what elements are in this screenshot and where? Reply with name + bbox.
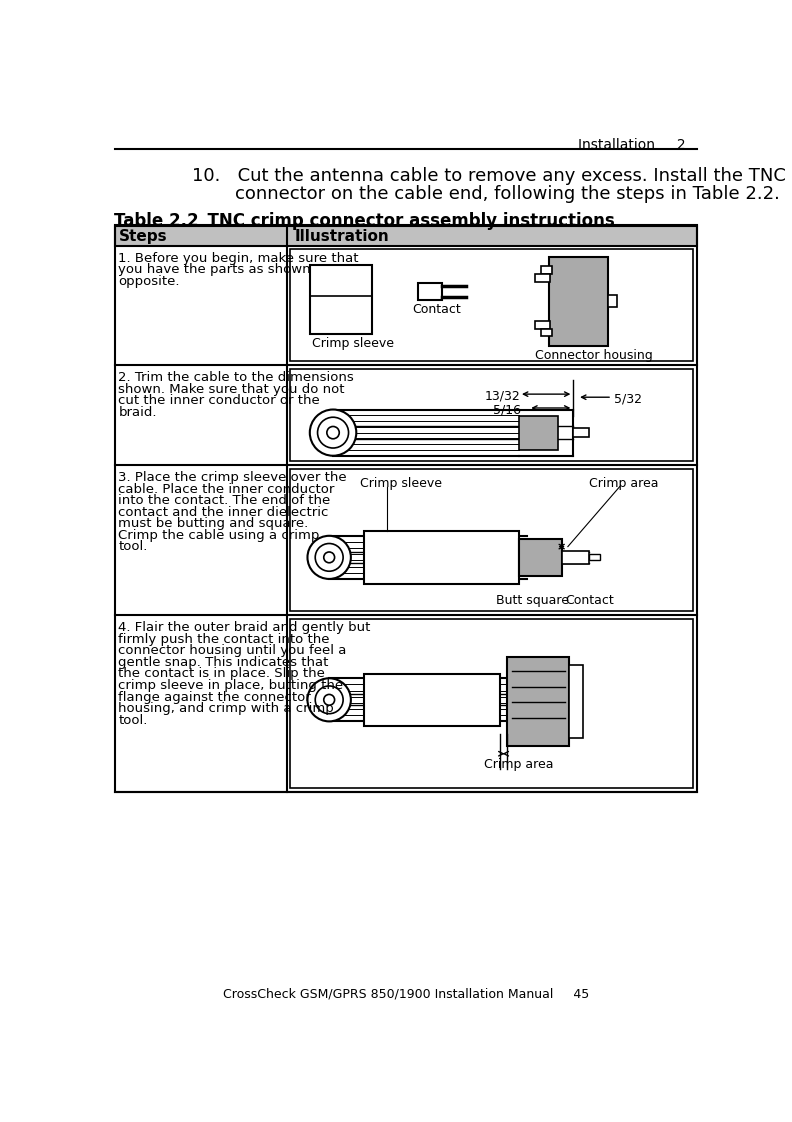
Bar — [291, 469, 694, 611]
Text: crimp sleeve in place, butting the: crimp sleeve in place, butting the — [118, 679, 344, 692]
Text: contact and the inner dielectric: contact and the inner dielectric — [118, 506, 329, 518]
Bar — [541, 266, 551, 274]
Circle shape — [307, 679, 351, 721]
Text: Contact: Contact — [412, 303, 461, 316]
Bar — [291, 369, 694, 461]
Text: Crimp area: Crimp area — [588, 477, 658, 489]
Bar — [535, 274, 550, 282]
Bar — [291, 619, 694, 789]
Text: 10.   Cut the antenna cable to remove any excess. Install the TNC: 10. Cut the antenna cable to remove any … — [192, 167, 786, 185]
Text: shown. Make sure that you do not: shown. Make sure that you do not — [118, 383, 345, 396]
Circle shape — [324, 552, 334, 563]
Text: Connector housing: Connector housing — [535, 349, 653, 361]
Text: Illustration: Illustration — [295, 229, 389, 245]
Bar — [364, 531, 519, 583]
Text: the contact is in place. Slip the: the contact is in place. Slip the — [118, 668, 326, 680]
Text: Steps: Steps — [119, 229, 168, 245]
Text: Crimp area: Crimp area — [484, 758, 554, 771]
Text: tool.: tool. — [118, 714, 148, 727]
Text: Crimp the cable using a crimp: Crimp the cable using a crimp — [118, 528, 320, 542]
Bar — [519, 539, 562, 576]
Circle shape — [307, 536, 351, 579]
Text: CrossCheck GSM/GPRS 850/1900 Installation Manual     45: CrossCheck GSM/GPRS 850/1900 Installatio… — [223, 987, 589, 1001]
Bar — [588, 554, 600, 561]
Text: 4. Flair the outer braid and gently but: 4. Flair the outer braid and gently but — [118, 622, 371, 634]
Text: 5/16: 5/16 — [493, 403, 521, 416]
Text: 13/32: 13/32 — [484, 389, 520, 402]
Bar — [519, 415, 558, 450]
Text: 3. Place the crimp sleeve over the: 3. Place the crimp sleeve over the — [118, 471, 347, 484]
Bar — [535, 321, 550, 329]
Text: you have the parts as shown: you have the parts as shown — [118, 264, 311, 276]
Text: 5/32: 5/32 — [614, 393, 642, 405]
Bar — [508, 657, 569, 746]
Bar — [569, 665, 584, 738]
Text: 2. Trim the cable to the dimensions: 2. Trim the cable to the dimensions — [118, 371, 354, 384]
Bar — [608, 295, 618, 307]
Text: Installation     2: Installation 2 — [578, 138, 686, 153]
Bar — [364, 673, 500, 726]
Bar — [418, 283, 442, 301]
Circle shape — [310, 410, 356, 456]
Text: Contact: Contact — [565, 594, 615, 607]
Text: flange against the connector: flange against the connector — [118, 690, 311, 703]
Circle shape — [315, 543, 343, 571]
Bar — [541, 329, 551, 337]
Text: connector housing until you feel a: connector housing until you feel a — [118, 644, 347, 657]
Text: cable. Place the inner conductor: cable. Place the inner conductor — [118, 482, 335, 496]
Text: Butt square: Butt square — [496, 594, 569, 607]
Text: housing, and crimp with a crimp: housing, and crimp with a crimp — [118, 702, 334, 715]
Bar — [562, 551, 588, 563]
Text: opposite.: opposite. — [118, 275, 180, 287]
Text: into the contact. The end of the: into the contact. The end of the — [118, 494, 330, 507]
Text: cut the inner conductor or the: cut the inner conductor or the — [118, 394, 320, 407]
Text: Crimp sleeve: Crimp sleeve — [360, 477, 442, 489]
Circle shape — [324, 695, 334, 706]
Bar — [115, 226, 697, 246]
Circle shape — [327, 426, 339, 439]
Text: 1. Before you begin, make sure that: 1. Before you begin, make sure that — [118, 251, 359, 265]
Bar — [291, 249, 694, 361]
Text: TNC crimp connector assembly instructions: TNC crimp connector assembly instruction… — [173, 212, 615, 230]
Text: firmly push the contact into the: firmly push the contact into the — [118, 633, 330, 646]
Text: must be butting and square.: must be butting and square. — [118, 517, 309, 531]
Text: gentle snap. This indicates that: gentle snap. This indicates that — [118, 656, 329, 669]
Text: connector on the cable end, following the steps in Table 2.2.: connector on the cable end, following th… — [234, 185, 779, 203]
Bar — [549, 257, 608, 346]
Bar — [573, 427, 588, 438]
Bar — [115, 226, 697, 792]
Text: braid.: braid. — [118, 406, 157, 419]
Circle shape — [315, 686, 343, 714]
Circle shape — [318, 417, 348, 448]
Text: Table 2.2: Table 2.2 — [115, 212, 199, 230]
Text: tool.: tool. — [118, 541, 148, 553]
Text: Crimp sleeve: Crimp sleeve — [312, 337, 394, 350]
Bar — [310, 265, 371, 334]
